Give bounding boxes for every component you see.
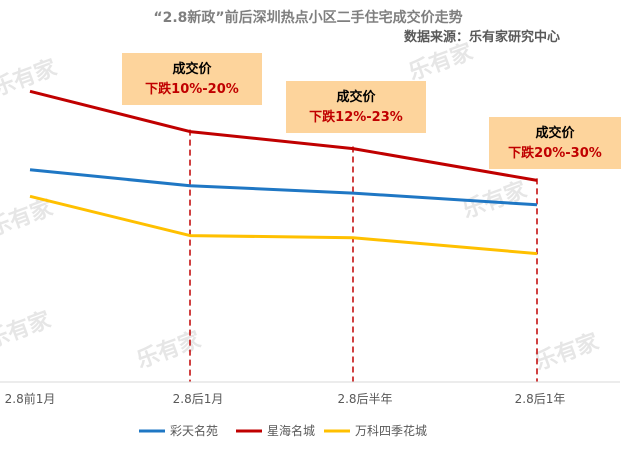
legend-label: 星海名城 <box>267 423 315 438</box>
legend-label: 彩天名苑 <box>170 423 218 438</box>
annotation-background <box>286 81 426 133</box>
x-tick-label: 2.8后半年 <box>337 392 392 406</box>
annotation-label: 成交价 <box>172 61 212 77</box>
watermark-logo: 乐有家 <box>405 38 477 85</box>
watermark-logo: 乐有家 <box>531 328 603 375</box>
watermark-logo: 乐有家 <box>0 54 61 101</box>
annotation-background <box>489 117 621 169</box>
chart-subtitle: 数据来源：乐有家研究中心 <box>404 29 560 45</box>
category-guides <box>189 129 538 382</box>
legend: 彩天名苑 星海名城 万科四季花城 <box>139 423 427 438</box>
annotation-label: 成交价 <box>336 89 376 105</box>
annotation-label: 成交价 <box>535 125 575 141</box>
chart-title: “2.8新政”前后深圳热点小区二手住宅成交价走势 <box>153 9 462 26</box>
legend-item-2: 星海名城 <box>236 423 315 438</box>
series-line-2 <box>29 89 538 182</box>
annotation-value: 下跌12%-23% <box>309 109 403 125</box>
legend-item-3: 万科四季花城 <box>324 423 427 438</box>
series-line-1 <box>29 168 538 207</box>
x-tick-label: 2.8前1月 <box>5 391 56 406</box>
series-layer <box>29 89 538 256</box>
x-tick-label: 2.8后1年 <box>515 392 566 406</box>
legend-item-1: 彩天名苑 <box>139 423 218 438</box>
legend-label: 万科四季花城 <box>355 423 427 438</box>
annotation-value: 下跌10%-20% <box>145 81 239 97</box>
watermark-logo: 乐有家 <box>133 326 205 373</box>
annotation-background <box>122 53 262 105</box>
watermark-logo: 乐有家 <box>0 306 55 353</box>
x-axis-ticks: 2.8前1月 2.8后1月 2.8后半年 2.8后1年 <box>5 391 566 406</box>
series-line-3 <box>29 194 538 256</box>
annotation-value: 下跌20%-30% <box>508 145 602 161</box>
x-tick-label: 2.8后1月 <box>173 392 224 406</box>
